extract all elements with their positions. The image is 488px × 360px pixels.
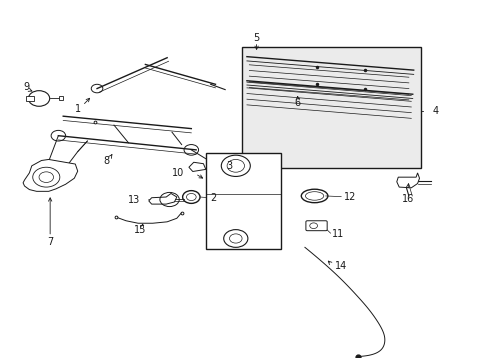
Text: 4: 4 [431,106,437,116]
Text: 13: 13 [128,195,140,205]
Text: 8: 8 [103,156,110,166]
Polygon shape [148,193,177,204]
Text: 9: 9 [23,82,29,92]
Bar [26,96,34,100]
Bar [242,47,420,168]
Text: 6: 6 [294,98,300,108]
Polygon shape [188,162,205,171]
Text: 7: 7 [47,237,53,247]
Text: 10: 10 [171,168,183,178]
Polygon shape [396,173,419,188]
Text: 12: 12 [343,192,355,202]
Text: 16: 16 [401,194,413,204]
Text: 2: 2 [210,193,217,203]
Text: 11: 11 [331,229,343,239]
Text: 3: 3 [225,161,232,171]
Polygon shape [23,159,78,192]
Text: 15: 15 [134,225,146,235]
Text: 14: 14 [335,261,347,271]
Text: 5: 5 [253,33,259,43]
FancyBboxPatch shape [205,153,280,249]
Text: 1: 1 [75,104,81,114]
FancyBboxPatch shape [305,221,326,231]
